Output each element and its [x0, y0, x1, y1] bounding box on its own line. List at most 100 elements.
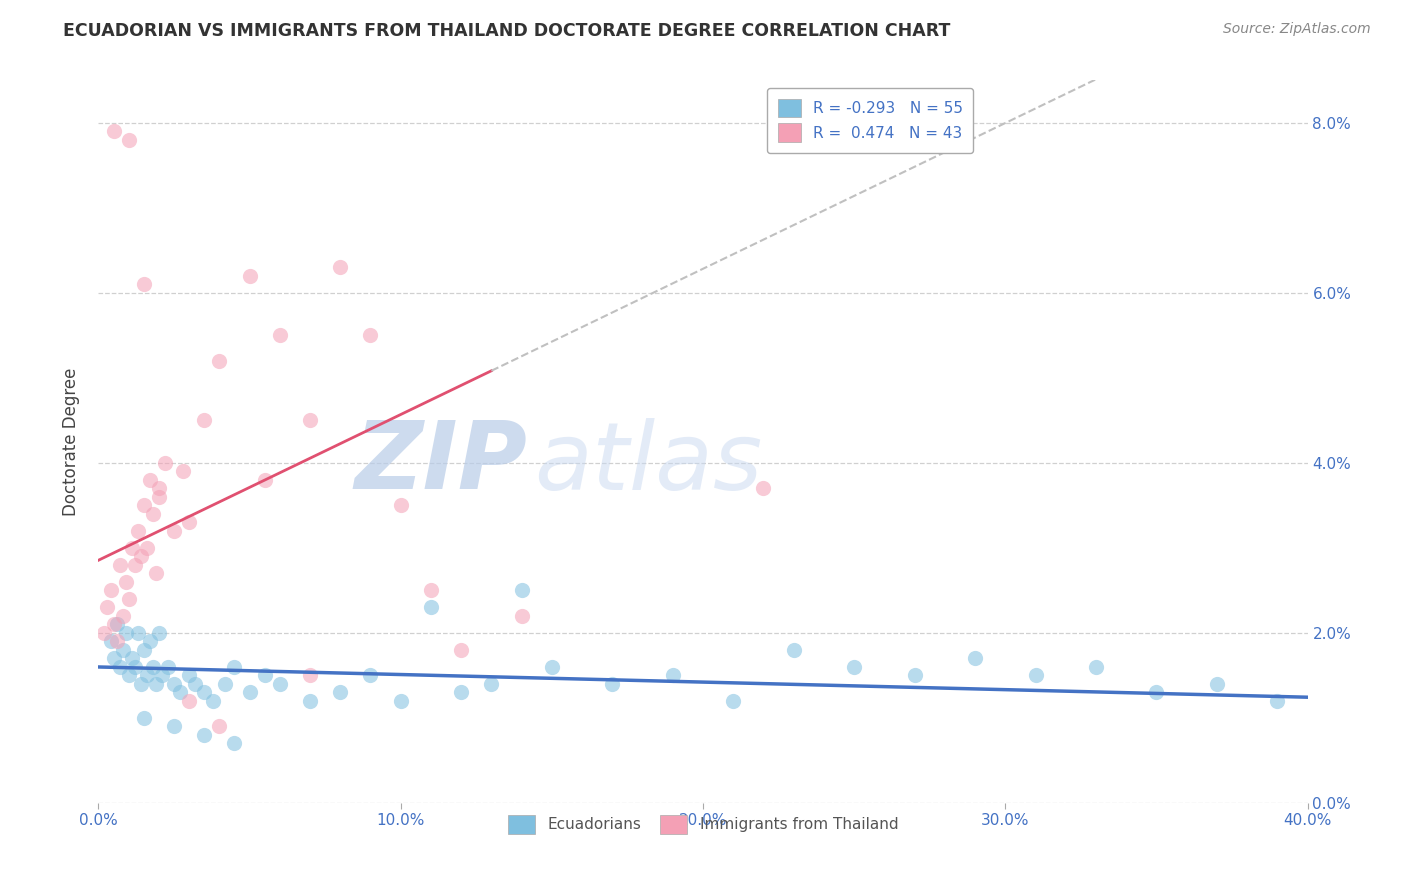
Point — [1146, 685, 1168, 699]
Point — [132, 498, 155, 512]
Point — [904, 668, 927, 682]
Point — [148, 490, 170, 504]
Point — [121, 541, 143, 555]
Point — [124, 558, 146, 572]
Point — [299, 668, 322, 682]
Point — [602, 677, 624, 691]
Point — [224, 736, 246, 750]
Point — [108, 558, 131, 572]
Point — [142, 660, 165, 674]
Y-axis label: Doctorate Degree: Doctorate Degree — [62, 368, 80, 516]
Point — [1024, 668, 1046, 682]
Point — [752, 481, 775, 495]
Point — [93, 625, 115, 640]
Point — [510, 608, 533, 623]
Point — [118, 133, 141, 147]
Point — [150, 668, 173, 682]
Point — [420, 583, 443, 598]
Point — [269, 677, 291, 691]
Point — [148, 481, 170, 495]
Point — [450, 642, 472, 657]
Point — [163, 677, 186, 691]
Point — [111, 642, 134, 657]
Point — [127, 524, 149, 538]
Point — [124, 660, 146, 674]
Point — [214, 677, 236, 691]
Point — [179, 668, 201, 682]
Point — [139, 634, 162, 648]
Point — [783, 642, 806, 657]
Point — [723, 694, 745, 708]
Point — [360, 328, 382, 343]
Point — [103, 617, 125, 632]
Point — [148, 625, 170, 640]
Point — [103, 651, 125, 665]
Point — [172, 464, 194, 478]
Point — [661, 668, 683, 682]
Point — [329, 260, 352, 275]
Point — [360, 668, 382, 682]
Point — [163, 719, 186, 733]
Point — [179, 694, 201, 708]
Point — [540, 660, 562, 674]
Point — [145, 566, 167, 581]
Text: atlas: atlas — [534, 417, 762, 508]
Point — [129, 549, 152, 564]
Point — [224, 660, 246, 674]
Point — [510, 583, 533, 598]
Point — [420, 600, 443, 615]
Point — [193, 685, 215, 699]
Point — [299, 413, 322, 427]
Point — [1267, 694, 1289, 708]
Point — [135, 668, 157, 682]
Point — [184, 677, 207, 691]
Point — [299, 694, 322, 708]
Text: ZIP: ZIP — [354, 417, 527, 509]
Point — [121, 651, 143, 665]
Point — [329, 685, 352, 699]
Point — [127, 625, 149, 640]
Point — [481, 677, 503, 691]
Point — [253, 668, 276, 682]
Point — [202, 694, 225, 708]
Point — [135, 541, 157, 555]
Point — [114, 574, 136, 589]
Point — [153, 456, 176, 470]
Point — [118, 591, 141, 606]
Point — [450, 685, 472, 699]
Text: ECUADORIAN VS IMMIGRANTS FROM THAILAND DOCTORATE DEGREE CORRELATION CHART: ECUADORIAN VS IMMIGRANTS FROM THAILAND D… — [63, 22, 950, 40]
Point — [105, 634, 128, 648]
Point — [103, 124, 125, 138]
Point — [844, 660, 866, 674]
Point — [253, 473, 276, 487]
Point — [1085, 660, 1108, 674]
Point — [129, 677, 152, 691]
Point — [179, 516, 201, 530]
Point — [132, 277, 155, 292]
Point — [269, 328, 291, 343]
Point — [145, 677, 167, 691]
Point — [965, 651, 987, 665]
Point — [132, 642, 155, 657]
Point — [208, 353, 231, 368]
Point — [193, 413, 215, 427]
Point — [100, 634, 122, 648]
Text: Source: ZipAtlas.com: Source: ZipAtlas.com — [1223, 22, 1371, 37]
Point — [389, 694, 412, 708]
Point — [208, 719, 231, 733]
Point — [239, 685, 262, 699]
Point — [139, 473, 162, 487]
Point — [142, 507, 165, 521]
Point — [156, 660, 179, 674]
Point — [163, 524, 186, 538]
Point — [111, 608, 134, 623]
Point — [193, 728, 215, 742]
Point — [132, 711, 155, 725]
Point — [114, 625, 136, 640]
Point — [1206, 677, 1229, 691]
Point — [169, 685, 191, 699]
Point — [100, 583, 122, 598]
Point — [96, 600, 118, 615]
Point — [105, 617, 128, 632]
Point — [118, 668, 141, 682]
